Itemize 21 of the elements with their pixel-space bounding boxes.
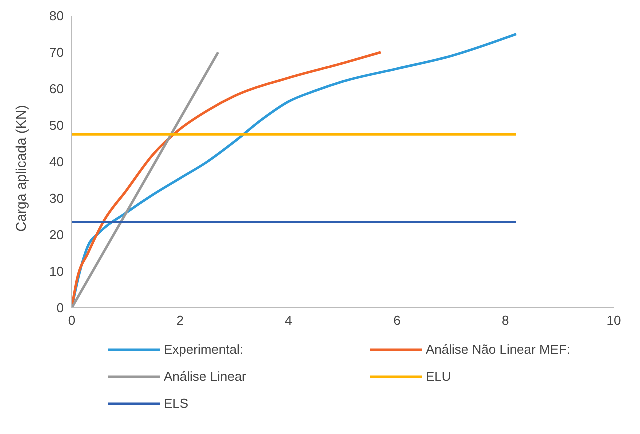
x-tick-label: 2 <box>176 313 184 328</box>
x-tick-label: 4 <box>285 313 292 328</box>
y-axis-title: Carga aplicada (KN) <box>12 105 29 232</box>
x-tick-label: 6 <box>394 313 401 328</box>
y-tick-label: 0 <box>56 300 64 316</box>
y-tick-label: 50 <box>50 118 64 134</box>
y-tick-label: 30 <box>50 191 64 206</box>
legend-label: ELU <box>426 369 452 384</box>
legend-label: Análise Linear <box>164 369 246 384</box>
y-tick-label: 40 <box>50 154 64 170</box>
legend-label: ELS <box>164 396 189 411</box>
y-tick-label: 80 <box>50 8 64 24</box>
y-tick-label: 60 <box>50 82 64 97</box>
x-tick-label: 0 <box>68 313 76 328</box>
y-tick-label: 20 <box>50 228 64 243</box>
y-tick-label: 70 <box>50 45 64 60</box>
x-tick-label: 10 <box>606 313 622 328</box>
legend-label: Experimental: <box>164 342 244 357</box>
x-tick-label: 8 <box>502 313 510 328</box>
y-tick-label: 10 <box>50 264 64 280</box>
legend-label: Análise Não Linear MEF: <box>426 342 571 357</box>
